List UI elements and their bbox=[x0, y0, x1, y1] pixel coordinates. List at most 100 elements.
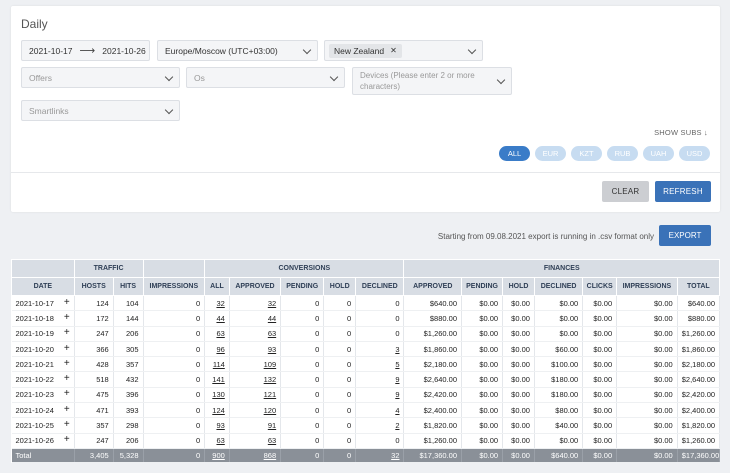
cell-conv-declined: 2 bbox=[355, 417, 405, 434]
cell-hits: 393 bbox=[113, 402, 144, 419]
column-header-traffic-impressions[interactable]: IMPRESSIONS bbox=[142, 277, 206, 296]
expand-plus-icon[interactable]: + bbox=[63, 434, 70, 446]
stats-table: TRAFFIC CONVERSIONS FINANCES DATE HOSTS HI… bbox=[11, 259, 721, 463]
timezone-select[interactable]: Europe/Moscow (UTC+03:00) bbox=[157, 40, 318, 61]
column-header-fin-declined[interactable]: DECLINED bbox=[533, 277, 584, 296]
cell-fin-declined: $100.00 bbox=[534, 356, 584, 373]
conversion-link[interactable]: 32 bbox=[216, 298, 225, 308]
conversion-link[interactable]: 109 bbox=[263, 359, 277, 369]
devices-select[interactable]: Devices (Please enter 2 or more characte… bbox=[352, 67, 512, 95]
expand-plus-icon[interactable]: + bbox=[63, 419, 70, 431]
expand-plus-icon[interactable]: + bbox=[63, 311, 70, 323]
currency-eur-button[interactable]: EUR bbox=[535, 146, 566, 161]
column-header-conv-declined[interactable]: DECLINED bbox=[355, 277, 405, 296]
table-row: 2021-10-17 +124 104 0 32 32 0 0 0 $640.00 $0.00 $0.… bbox=[11, 295, 721, 312]
conversion-link[interactable]: 44 bbox=[267, 313, 277, 323]
expand-plus-icon[interactable]: + bbox=[63, 388, 70, 400]
cell-fin-pending: $0.00 bbox=[461, 310, 504, 327]
conversion-link[interactable]: 5 bbox=[395, 359, 400, 369]
expand-plus-icon[interactable]: + bbox=[63, 327, 70, 339]
cell-conv-pending: 0 bbox=[280, 433, 325, 449]
cell-conv-approved: 63 bbox=[229, 433, 282, 449]
column-header-hits[interactable]: HITS bbox=[112, 277, 144, 296]
cell-fin-declined: $40.00 bbox=[534, 417, 584, 434]
column-header-fin-pending[interactable]: PENDING bbox=[461, 277, 504, 296]
conversion-link[interactable]: 9 bbox=[395, 375, 400, 385]
conversion-link[interactable]: 63 bbox=[267, 436, 277, 446]
page-title: Daily bbox=[21, 17, 48, 31]
total-date: Total bbox=[11, 448, 75, 463]
column-header-fin-hold[interactable]: HOLD bbox=[502, 277, 535, 296]
clear-button[interactable]: CLEAR bbox=[602, 181, 649, 202]
cell-conv-approved: 32 bbox=[229, 295, 282, 312]
cell-fin-declined: $80.00 bbox=[534, 402, 584, 419]
conversion-link[interactable]: 96 bbox=[216, 344, 225, 354]
column-header-conv-pending[interactable]: PENDING bbox=[280, 277, 325, 296]
cell-conv-hold: 0 bbox=[323, 341, 357, 358]
conversion-link[interactable]: 141 bbox=[212, 375, 225, 385]
conversion-link[interactable]: 63 bbox=[267, 329, 277, 339]
country-select[interactable]: New Zealand ✕ bbox=[324, 40, 483, 61]
total-fin-hold: $0.00 bbox=[502, 448, 535, 463]
cell-hits: 144 bbox=[113, 310, 144, 327]
conversion-link[interactable]: 132 bbox=[263, 375, 277, 385]
expand-plus-icon[interactable]: + bbox=[63, 296, 70, 308]
column-header-conv-hold[interactable]: HOLD bbox=[323, 277, 357, 296]
export-button[interactable]: EXPORT bbox=[659, 225, 711, 246]
conversion-link[interactable]: 130 bbox=[212, 390, 225, 400]
total-traffic-impressions: 0 bbox=[143, 448, 206, 463]
conversion-link[interactable]: 44 bbox=[216, 313, 225, 323]
conversion-link[interactable]: 32 bbox=[267, 298, 277, 308]
refresh-button[interactable]: REFRESH bbox=[655, 181, 711, 202]
conversion-link[interactable]: 4 bbox=[395, 405, 400, 415]
conversion-link[interactable]: 2 bbox=[395, 421, 400, 431]
cell-conv-pending: 0 bbox=[280, 387, 325, 404]
conversion-link[interactable]: 63 bbox=[216, 329, 225, 339]
column-header-date[interactable]: DATE bbox=[11, 277, 75, 296]
expand-plus-icon[interactable]: + bbox=[63, 357, 70, 369]
filters-card: Daily 2021-10-17 ⟶ 2021-10-26 Europe/Mos… bbox=[11, 6, 720, 212]
smartlinks-select[interactable]: Smartlinks bbox=[21, 100, 180, 121]
conversion-link[interactable]: 120 bbox=[263, 405, 277, 415]
offers-select[interactable]: Offers bbox=[21, 67, 180, 88]
column-header-hosts[interactable]: HOSTS bbox=[73, 277, 114, 296]
conversion-link[interactable]: 121 bbox=[263, 390, 277, 400]
conversion-link[interactable]: 93 bbox=[267, 344, 277, 354]
currency-uah-button[interactable]: UAH bbox=[643, 146, 674, 161]
expand-plus-icon[interactable]: + bbox=[63, 342, 70, 354]
column-header-fin-approved[interactable]: APPROVED bbox=[403, 277, 463, 296]
conversion-link[interactable]: 9 bbox=[395, 390, 400, 400]
currency-usd-button[interactable]: USD bbox=[679, 146, 710, 161]
total-conversion-link[interactable]: 900 bbox=[212, 450, 225, 460]
cell-fin-impressions: $0.00 bbox=[616, 341, 678, 358]
conversion-link[interactable]: 3 bbox=[395, 344, 400, 354]
column-header-fin-total[interactable]: TOTAL bbox=[676, 277, 721, 296]
conversion-link[interactable]: 93 bbox=[216, 421, 225, 431]
conversion-link[interactable]: 114 bbox=[212, 359, 225, 369]
close-icon[interactable]: ✕ bbox=[390, 46, 397, 55]
cell-traffic-impressions: 0 bbox=[143, 341, 206, 358]
currency-rub-button[interactable]: RUB bbox=[607, 146, 638, 161]
expand-plus-icon[interactable]: + bbox=[63, 403, 70, 415]
show-subs-toggle[interactable]: SHOW SUBS ↓ bbox=[654, 128, 708, 137]
conversion-link[interactable]: 91 bbox=[267, 421, 277, 431]
cell-conv-all: 124 bbox=[204, 402, 230, 419]
conversion-link[interactable]: 63 bbox=[216, 436, 225, 446]
os-select[interactable]: Os bbox=[186, 67, 345, 88]
column-header-conv-approved[interactable]: APPROVED bbox=[228, 277, 282, 296]
date-range-picker[interactable]: 2021-10-17 ⟶ 2021-10-26 bbox=[21, 40, 150, 61]
cell-conv-all: 96 bbox=[204, 341, 230, 358]
currency-all-button[interactable]: ALL bbox=[499, 146, 530, 161]
currency-kzt-button[interactable]: KZT bbox=[571, 146, 602, 161]
total-conversion-link[interactable]: 868 bbox=[263, 450, 277, 460]
cell-fin-hold: $0.00 bbox=[502, 295, 535, 312]
column-header-fin-clicks[interactable]: CLICKS bbox=[582, 277, 618, 296]
conversion-link[interactable]: 124 bbox=[212, 405, 225, 415]
cell-fin-pending: $0.00 bbox=[461, 433, 504, 449]
total-conversion-link[interactable]: 32 bbox=[391, 450, 400, 460]
cell-fin-pending: $0.00 bbox=[461, 341, 504, 358]
column-header-fin-impressions[interactable]: IMPRESSIONS bbox=[616, 277, 678, 296]
expand-plus-icon[interactable]: + bbox=[63, 373, 70, 385]
cell-fin-impressions: $0.00 bbox=[616, 356, 678, 373]
column-header-conv-all[interactable]: ALL bbox=[204, 277, 230, 296]
